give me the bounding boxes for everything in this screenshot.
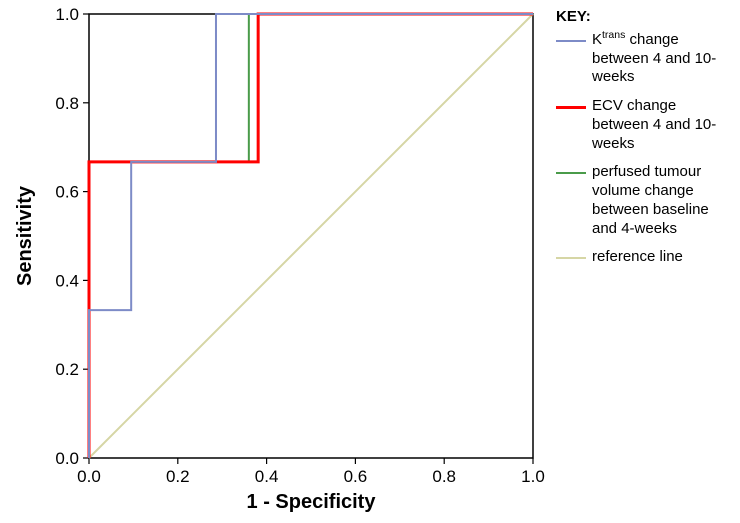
x-tick-label: 0.2 bbox=[166, 467, 190, 486]
legend-item-ecv: ECV change between 4 and 10-weeks bbox=[556, 97, 732, 153]
x-axis-label: 1 - Specificity bbox=[247, 491, 377, 513]
legend-label: ECV change between 4 and 10-weeks bbox=[592, 97, 732, 153]
x-tick-label: 0.6 bbox=[344, 467, 368, 486]
y-axis-label: Sensitivity bbox=[14, 185, 36, 286]
y-tick-label: 0.8 bbox=[55, 94, 79, 113]
series-reference bbox=[89, 14, 533, 458]
x-tick-label: 0.0 bbox=[77, 467, 101, 486]
x-tick-label: 1.0 bbox=[521, 467, 545, 486]
legend-swatch bbox=[556, 252, 586, 264]
y-tick-label: 0.2 bbox=[55, 360, 79, 379]
y-ticks: 0.0 0.2 0.4 0.6 0.8 1.0 bbox=[55, 5, 89, 468]
legend-item-reference: reference line bbox=[556, 248, 732, 267]
legend-swatch bbox=[556, 35, 586, 47]
legend-label: perfused tumour volume change between ba… bbox=[592, 163, 732, 238]
legend-swatch bbox=[556, 101, 586, 113]
legend-label: Ktrans change between 4 and 10-weeks bbox=[592, 31, 732, 87]
legend: KEY: Ktrans change between 4 and 10-week… bbox=[556, 8, 732, 277]
legend-item-ktrans: Ktrans change between 4 and 10-weeks bbox=[556, 31, 732, 87]
x-tick-label: 0.8 bbox=[432, 467, 456, 486]
legend-label: reference line bbox=[592, 248, 732, 267]
x-tick-label: 0.4 bbox=[255, 467, 279, 486]
y-tick-label: 1.0 bbox=[55, 5, 79, 24]
y-tick-label: 0.6 bbox=[55, 183, 79, 202]
y-tick-label: 0.4 bbox=[55, 271, 79, 290]
y-tick-label: 0.0 bbox=[55, 449, 79, 468]
legend-item-perfused: perfused tumour volume change between ba… bbox=[556, 163, 732, 238]
x-ticks: 0.0 0.2 0.4 0.6 0.8 1.0 bbox=[77, 458, 545, 486]
legend-title: KEY: bbox=[556, 8, 732, 27]
legend-swatch bbox=[556, 167, 586, 179]
series-group bbox=[89, 14, 533, 458]
